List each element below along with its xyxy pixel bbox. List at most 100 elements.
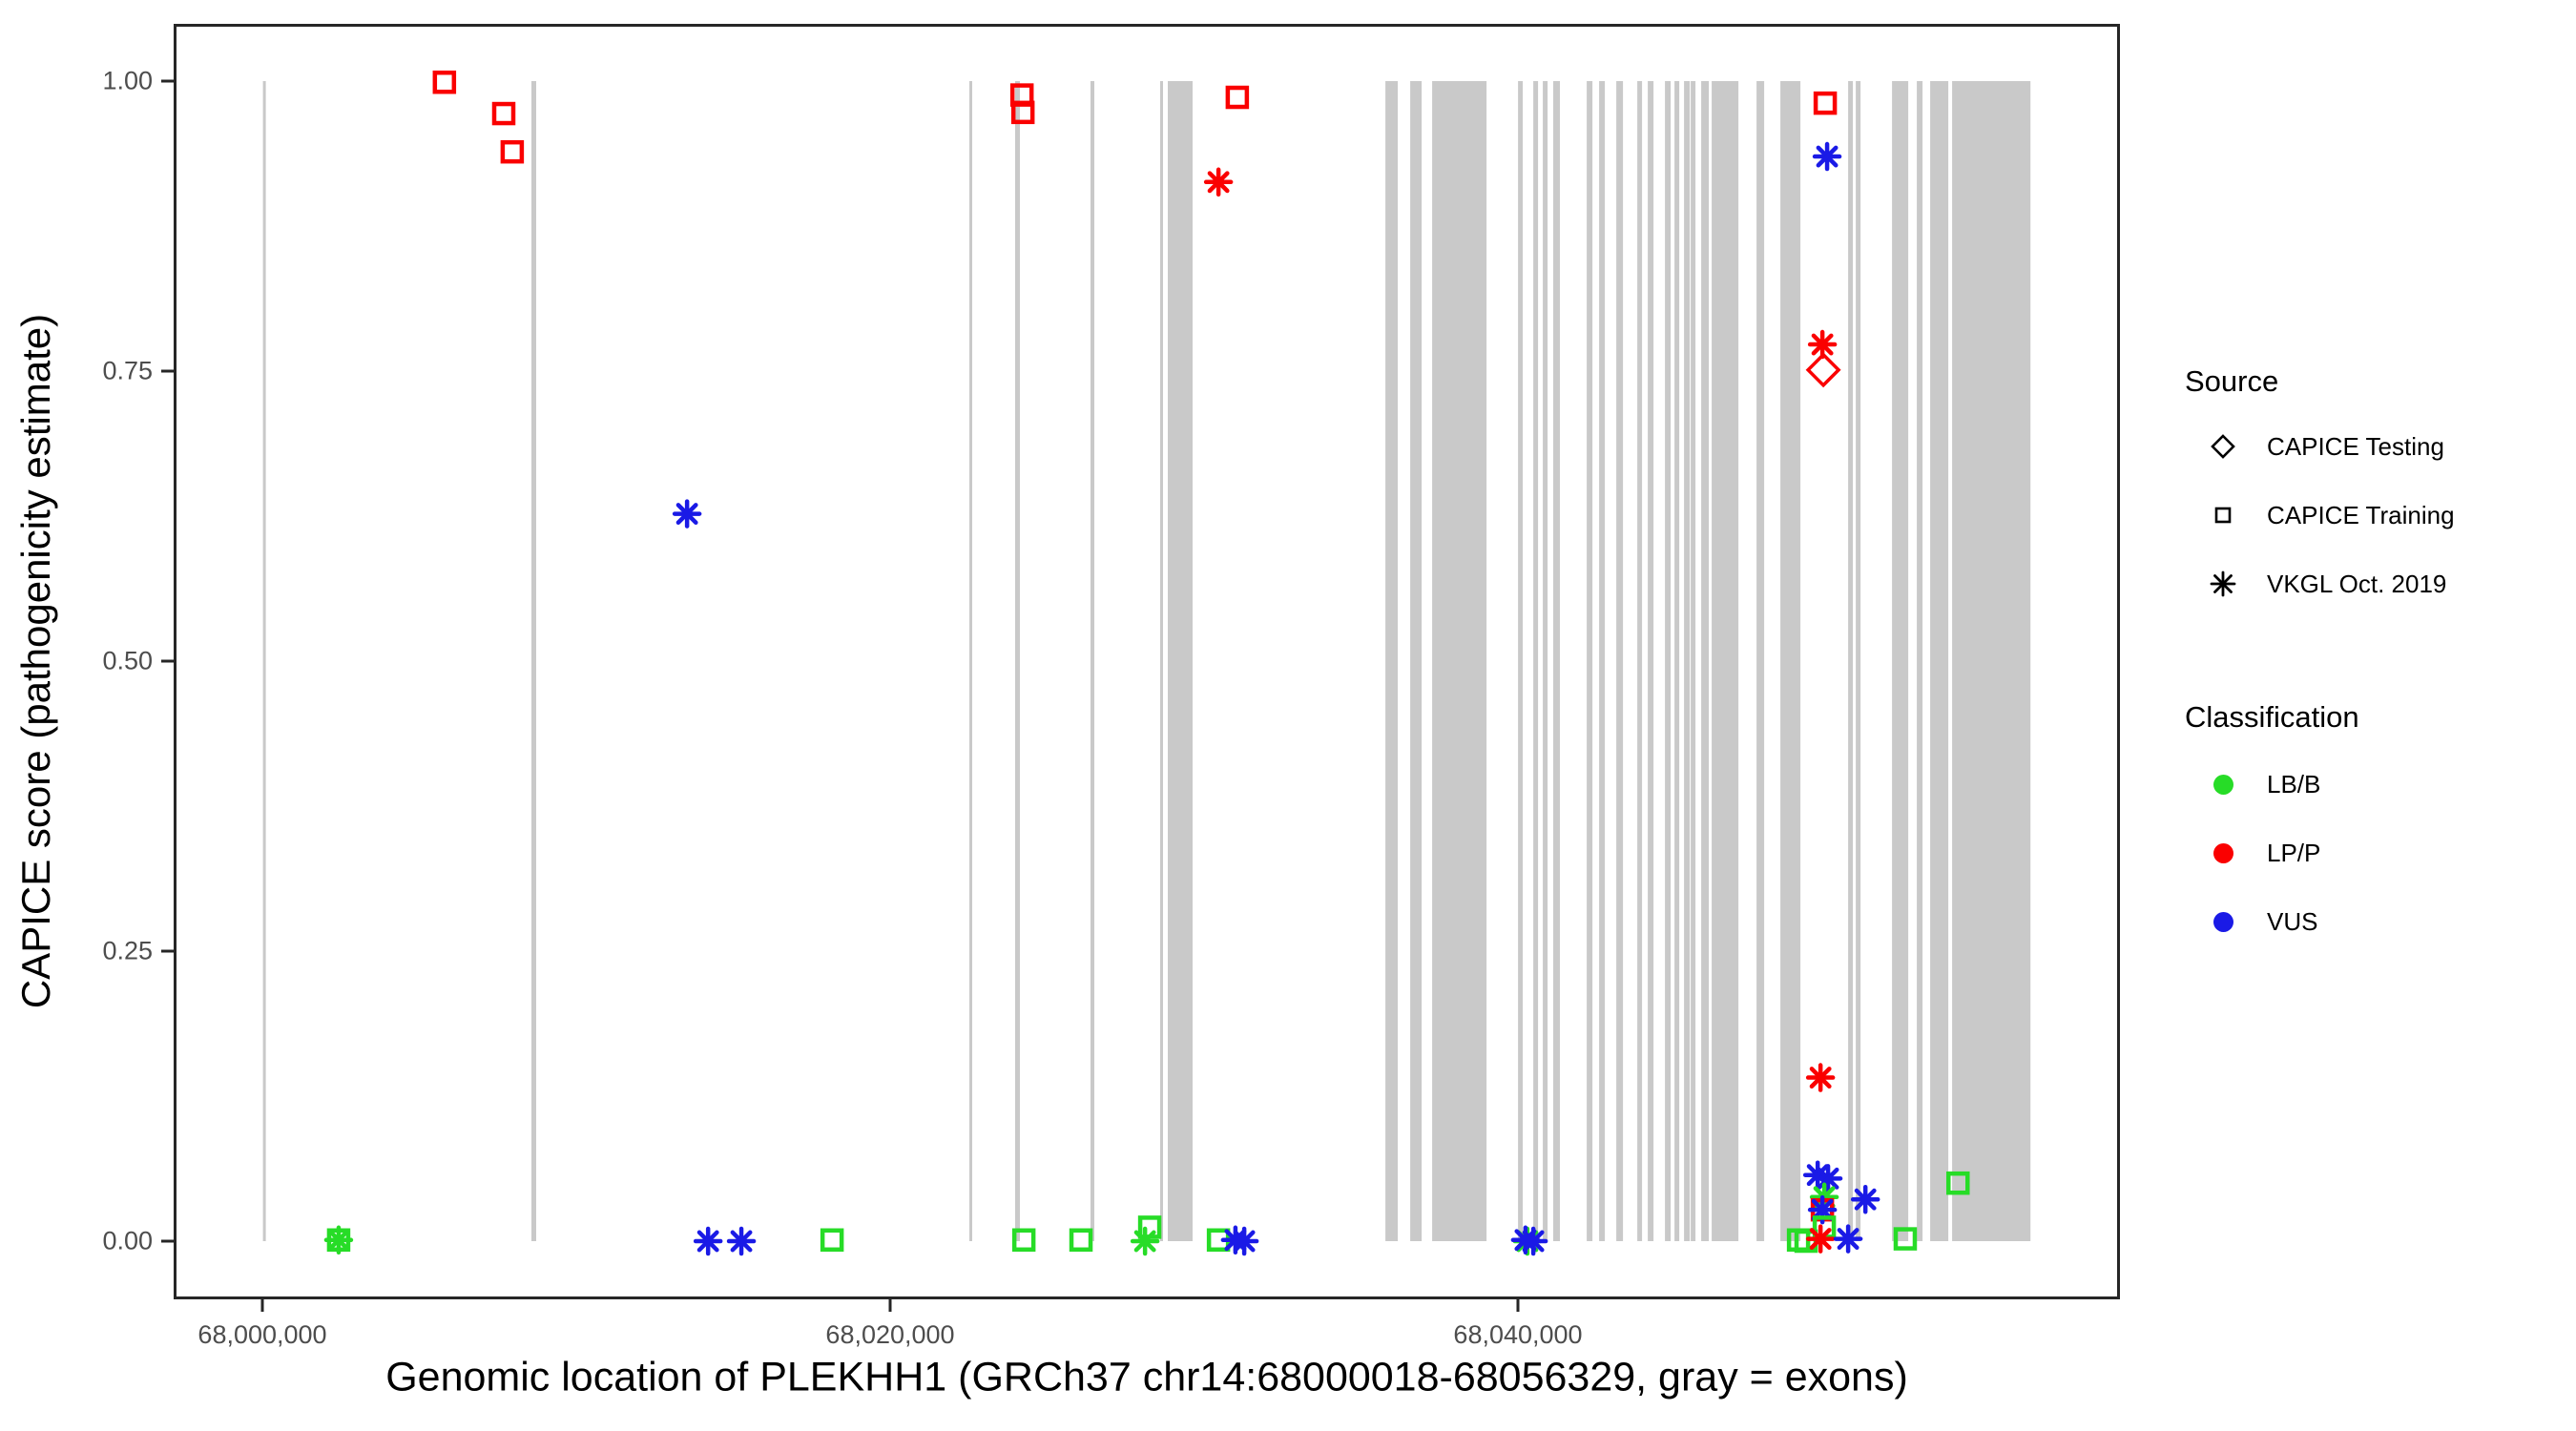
data-point bbox=[1805, 1224, 1836, 1254]
exon-bar bbox=[1665, 81, 1672, 1241]
exon-bar bbox=[1553, 81, 1560, 1241]
exon-bar bbox=[1385, 81, 1399, 1241]
legend-classification-title: Classification bbox=[2185, 700, 2359, 734]
data-point bbox=[323, 1225, 354, 1255]
legend-item-label: LP/P bbox=[2267, 838, 2321, 867]
exon-bar bbox=[1587, 81, 1593, 1241]
legend-item-label: VKGL Oct. 2019 bbox=[2267, 569, 2447, 598]
x-axis-tick bbox=[888, 1299, 892, 1312]
data-point bbox=[1946, 1171, 1970, 1195]
y-tick-label: 0.25 bbox=[102, 936, 153, 965]
data-point bbox=[1203, 167, 1234, 197]
green-dot-icon bbox=[2202, 763, 2244, 805]
data-point bbox=[1229, 1226, 1259, 1256]
exon-bar bbox=[1015, 81, 1020, 1241]
exon-bar bbox=[1780, 81, 1801, 1241]
exon-bar bbox=[1168, 81, 1193, 1241]
y-axis-tick bbox=[161, 1239, 174, 1243]
exon-bar bbox=[1518, 81, 1524, 1241]
data-point bbox=[1518, 1226, 1548, 1256]
data-point bbox=[1805, 352, 1841, 388]
exon-bar bbox=[1410, 81, 1423, 1241]
y-axis-tick bbox=[161, 79, 174, 83]
legend-item-lpp: LP/P bbox=[2185, 832, 2320, 874]
data-point bbox=[820, 1228, 844, 1253]
data-point bbox=[1850, 1184, 1880, 1214]
exon-bar bbox=[1892, 81, 1909, 1241]
exon-bar bbox=[1848, 81, 1854, 1241]
plot-area bbox=[262, 70, 2031, 1256]
exon-bar bbox=[1543, 81, 1548, 1241]
x-axis-tick bbox=[1516, 1299, 1520, 1312]
y-tick-label: 0.75 bbox=[102, 356, 153, 385]
data-point bbox=[672, 499, 702, 529]
red-dot-icon bbox=[2202, 832, 2244, 874]
exon-bar bbox=[531, 81, 536, 1241]
legend-item-label: VUS bbox=[2267, 906, 2318, 936]
y-tick-label: 0.00 bbox=[102, 1226, 153, 1255]
y-axis-tick bbox=[161, 949, 174, 953]
data-point bbox=[726, 1226, 757, 1256]
exon-bar bbox=[1091, 81, 1094, 1241]
exon-bar bbox=[262, 81, 266, 1241]
exon-bar bbox=[1691, 81, 1696, 1241]
exon-bar bbox=[1917, 81, 1923, 1241]
exon-bar bbox=[1674, 81, 1680, 1241]
data-point bbox=[491, 101, 516, 126]
data-point bbox=[1805, 1063, 1836, 1092]
y-axis-tick bbox=[161, 369, 174, 373]
data-point bbox=[1069, 1228, 1093, 1253]
exon-bar bbox=[1533, 81, 1539, 1241]
data-point bbox=[1813, 1164, 1843, 1193]
data-point bbox=[500, 139, 525, 164]
data-point bbox=[1812, 141, 1842, 172]
exon-bar bbox=[969, 81, 972, 1241]
legend-item-lbb: LB/B bbox=[2185, 763, 2320, 805]
x-axis-title: Genomic location of PLEKHH1 (GRCh37 chr1… bbox=[385, 1354, 1908, 1400]
legend-item-vkgl: VKGL Oct. 2019 bbox=[2185, 563, 2446, 605]
y-tick-label: 1.00 bbox=[102, 66, 153, 95]
y-axis-title: CAPICE score (pathogenicity estimate) bbox=[13, 313, 58, 1009]
exon-bar bbox=[1648, 81, 1654, 1241]
legend-item-label: CAPICE Testing bbox=[2267, 431, 2444, 461]
legend-item-vus: VUS bbox=[2185, 901, 2317, 943]
x-tick-label: 68,020,000 bbox=[825, 1320, 955, 1349]
exon-bar bbox=[1856, 81, 1861, 1241]
x-tick-label: 68,040,000 bbox=[1453, 1320, 1583, 1349]
legend-source-title: Source bbox=[2185, 364, 2279, 398]
legend-item-label: LB/B bbox=[2267, 769, 2321, 798]
blue-dot-icon bbox=[2202, 901, 2244, 943]
y-axis-tick bbox=[161, 659, 174, 663]
data-point bbox=[1833, 1224, 1863, 1254]
exon-bar bbox=[1712, 81, 1739, 1241]
data-point bbox=[1813, 91, 1838, 115]
legend-item-label: CAPICE Training bbox=[2267, 500, 2455, 529]
y-tick-label: 0.50 bbox=[102, 646, 153, 675]
data-point bbox=[1893, 1227, 1918, 1251]
exon-bar bbox=[1930, 81, 1949, 1241]
asterisk-icon bbox=[2202, 563, 2244, 605]
square-icon bbox=[2202, 494, 2244, 536]
data-point bbox=[1010, 100, 1035, 125]
legend-item-capice-training: CAPICE Training bbox=[2185, 494, 2455, 536]
data-point bbox=[693, 1226, 723, 1256]
exon-bar bbox=[1952, 81, 2031, 1241]
exon-bar bbox=[1432, 81, 1487, 1241]
exon-bar bbox=[1756, 81, 1765, 1241]
exon-bar bbox=[1637, 81, 1643, 1241]
legend-item-capice-testing: CAPICE Testing bbox=[2185, 425, 2444, 467]
x-axis-tick bbox=[260, 1299, 264, 1312]
data-point bbox=[1807, 329, 1838, 360]
exon-bar bbox=[1701, 81, 1710, 1241]
exon-bar bbox=[1599, 81, 1606, 1241]
diamond-icon bbox=[2202, 425, 2244, 467]
exon-bar bbox=[1616, 81, 1624, 1241]
data-point bbox=[1225, 85, 1250, 110]
x-tick-label: 68,000,000 bbox=[197, 1320, 327, 1349]
exon-bar bbox=[1160, 81, 1163, 1241]
data-point bbox=[1011, 1228, 1036, 1253]
exon-bar bbox=[1684, 81, 1691, 1241]
data-point bbox=[432, 70, 457, 94]
data-point bbox=[1130, 1226, 1160, 1256]
